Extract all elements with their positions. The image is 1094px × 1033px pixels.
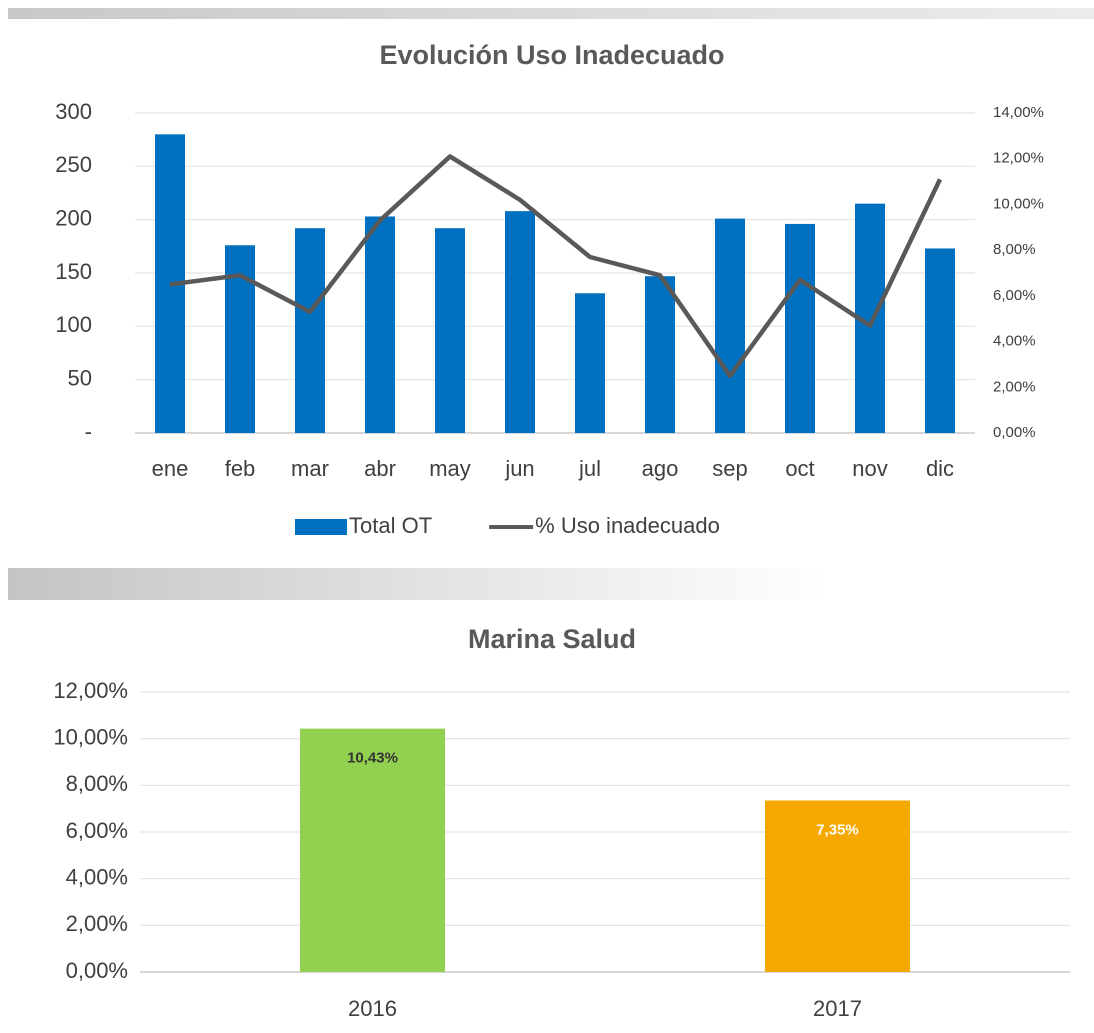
y-tick-label: 100 (55, 312, 92, 337)
y-tick-label: 8,00% (66, 771, 128, 796)
y2-tick-label: 6,00% (993, 287, 1036, 304)
y-tick-label: 12,00% (53, 678, 128, 703)
bar (295, 228, 325, 433)
x-tick-label: jun (504, 456, 534, 481)
y-tick-label: 200 (55, 205, 92, 230)
data-label: 7,35% (816, 821, 859, 838)
x-tick-label: oct (785, 456, 814, 481)
y-tick-label: 2,00% (66, 911, 128, 936)
bar (765, 800, 910, 972)
legend-label: % Uso inadecuado (535, 513, 720, 538)
y2-tick-label: 14,00% (993, 104, 1044, 121)
y2-tick-label: 4,00% (993, 333, 1036, 350)
bar (300, 728, 445, 972)
chart-title: Marina Salud (468, 624, 636, 654)
x-tick-label: jul (578, 456, 601, 481)
bar (505, 211, 535, 433)
x-tick-label: mar (291, 456, 329, 481)
y-tick-label: 300 (55, 99, 92, 124)
bar (715, 218, 745, 433)
x-tick-label: may (429, 456, 471, 481)
banner (8, 568, 830, 600)
y2-tick-label: 0,00% (993, 424, 1036, 441)
x-tick-label: sep (712, 456, 747, 481)
y-tick-label: 0,00% (66, 958, 128, 983)
y-tick-label: 10,00% (53, 724, 128, 749)
y2-tick-label: 2,00% (993, 378, 1036, 395)
data-label: 10,43% (347, 750, 398, 767)
bar (925, 248, 955, 433)
chart-title: Evolución Uso Inadecuado (379, 40, 724, 70)
y-tick-label: - (85, 419, 92, 444)
bar (785, 223, 815, 433)
y-tick-label: 50 (68, 365, 92, 390)
x-tick-label: ene (152, 456, 189, 481)
x-tick-label: feb (225, 456, 256, 481)
y-tick-label: 4,00% (66, 864, 128, 889)
y-tick-label: 250 (55, 152, 92, 177)
line (169, 154, 943, 379)
x-tick-label: 2016 (348, 996, 397, 1021)
x-tick-label: ago (642, 456, 679, 481)
y2-tick-label: 8,00% (993, 241, 1036, 258)
banner (8, 8, 1094, 19)
y2-tick-label: 12,00% (993, 150, 1044, 167)
bar (645, 276, 675, 433)
legend-swatch (295, 519, 347, 535)
x-tick-label: abr (364, 456, 396, 481)
x-tick-label: 2017 (813, 996, 862, 1021)
bar (365, 216, 395, 433)
x-tick-label: nov (852, 456, 887, 481)
y2-tick-label: 10,00% (993, 195, 1044, 212)
bar (435, 228, 465, 433)
x-tick-label: dic (926, 456, 954, 481)
y-tick-label: 150 (55, 259, 92, 284)
y-tick-label: 6,00% (66, 818, 128, 843)
bar (575, 293, 605, 433)
legend-label: Total OT (349, 513, 432, 538)
